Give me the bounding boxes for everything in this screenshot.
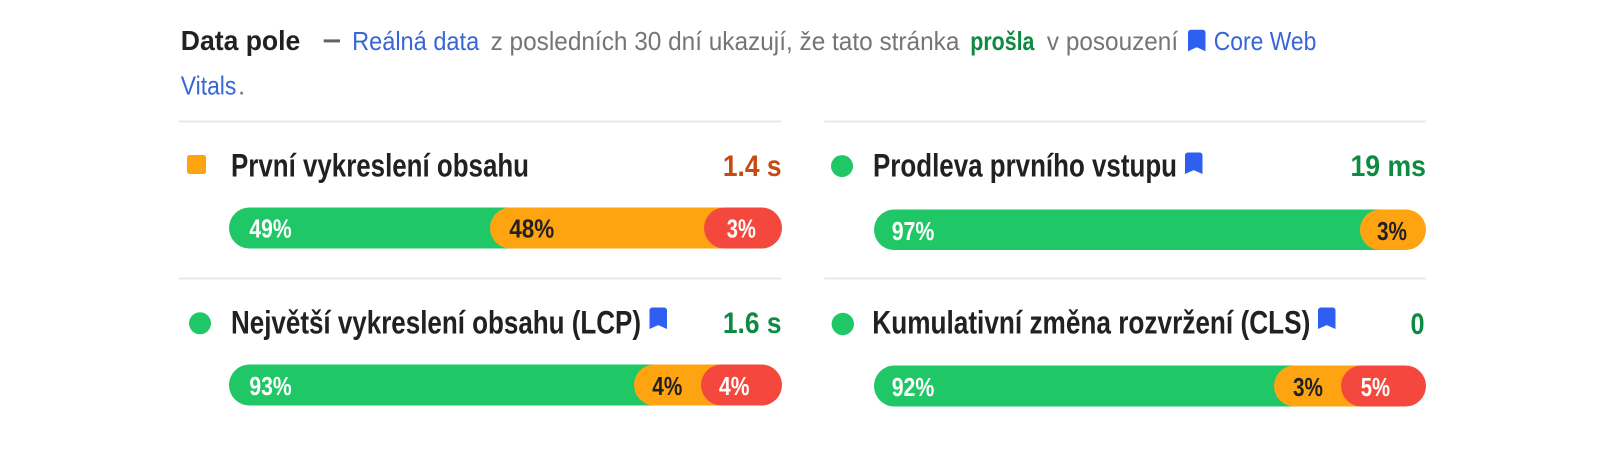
svg-text:3%: 3% bbox=[1377, 216, 1407, 246]
svg-text:Kumulativní změna rozvržení (C: Kumulativní změna rozvržení (CLS) bbox=[872, 305, 1310, 341]
svg-text:Největší vykreslení obsahu (LC: Největší vykreslení obsahu (LCP) bbox=[231, 305, 641, 341]
svg-text:Data pole: Data pole bbox=[181, 25, 300, 56]
svg-text:Core Web: Core Web bbox=[1214, 26, 1317, 56]
svg-text:4%: 4% bbox=[719, 371, 750, 401]
svg-text:Prodleva prvního vstupu: Prodleva prvního vstupu bbox=[873, 148, 1177, 184]
svg-text:92%: 92% bbox=[892, 372, 935, 402]
svg-text:48%: 48% bbox=[509, 214, 554, 244]
svg-text:1.6 s: 1.6 s bbox=[723, 307, 782, 340]
svg-text:3%: 3% bbox=[1293, 372, 1323, 402]
svg-text:.: . bbox=[238, 70, 245, 100]
svg-text:5%: 5% bbox=[1361, 372, 1390, 402]
svg-text:Vitals: Vitals bbox=[181, 70, 237, 100]
svg-text:3%: 3% bbox=[727, 214, 756, 244]
svg-text:v posouzení: v posouzení bbox=[1047, 26, 1179, 56]
svg-text:Reálná data: Reálná data bbox=[352, 26, 480, 56]
svg-text:19 ms: 19 ms bbox=[1351, 150, 1427, 183]
svg-text:93%: 93% bbox=[249, 371, 291, 401]
svg-text:prošla: prošla bbox=[970, 26, 1035, 56]
svg-text:z posledních 30 dní ukazují, ž: z posledních 30 dní ukazují, že tato str… bbox=[491, 26, 960, 56]
svg-text:0: 0 bbox=[1411, 308, 1425, 341]
svg-text:1.4 s: 1.4 s bbox=[723, 150, 782, 183]
svg-text:49%: 49% bbox=[249, 214, 291, 244]
svg-text:První vykreslení obsahu: První vykreslení obsahu bbox=[231, 148, 529, 184]
svg-text:97%: 97% bbox=[892, 216, 935, 246]
svg-text:4%: 4% bbox=[652, 371, 682, 401]
